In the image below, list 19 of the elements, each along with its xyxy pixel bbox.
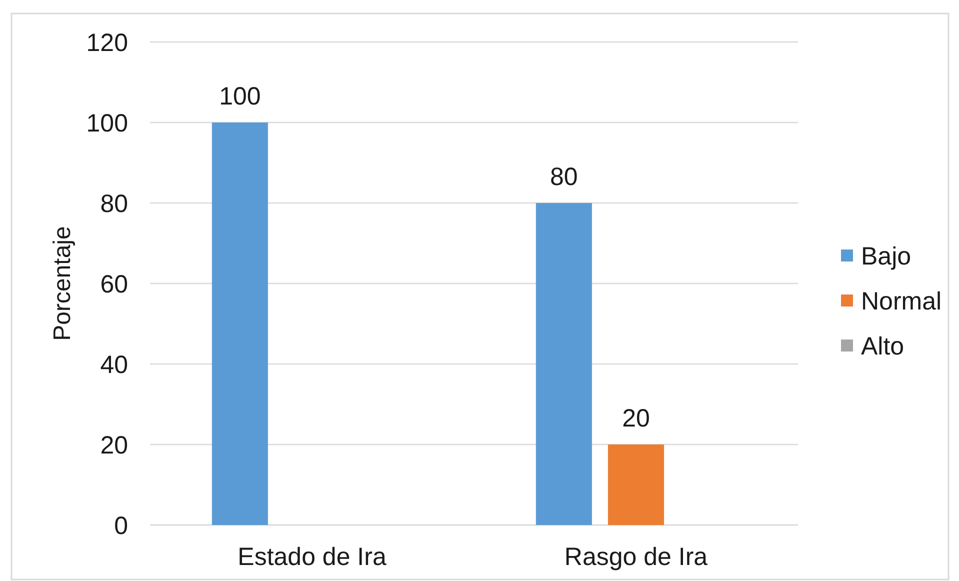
y-tick-label: 60 [100, 270, 128, 298]
y-tick-label: 120 [86, 29, 128, 57]
x-tick-label: Rasgo de Ira [564, 543, 708, 571]
y-tick-label: 0 [114, 512, 128, 540]
x-tick-label: Estado de Ira [238, 543, 386, 571]
y-tick-label: 100 [86, 110, 128, 138]
bar [536, 203, 592, 525]
y-tick-label: 40 [100, 351, 128, 379]
y-tick-label: 20 [100, 432, 128, 460]
data-label: 20 [622, 404, 650, 432]
data-label: 100 [219, 82, 261, 110]
bar [212, 122, 268, 525]
legend-label: Bajo [861, 242, 912, 270]
y-axis-title: Porcentaje [49, 226, 76, 341]
y-tick-label: 80 [100, 190, 128, 218]
bar [608, 444, 664, 525]
legend-label: Normal [861, 288, 942, 316]
legend-label: Alto [861, 332, 904, 360]
data-label: 80 [550, 163, 578, 191]
